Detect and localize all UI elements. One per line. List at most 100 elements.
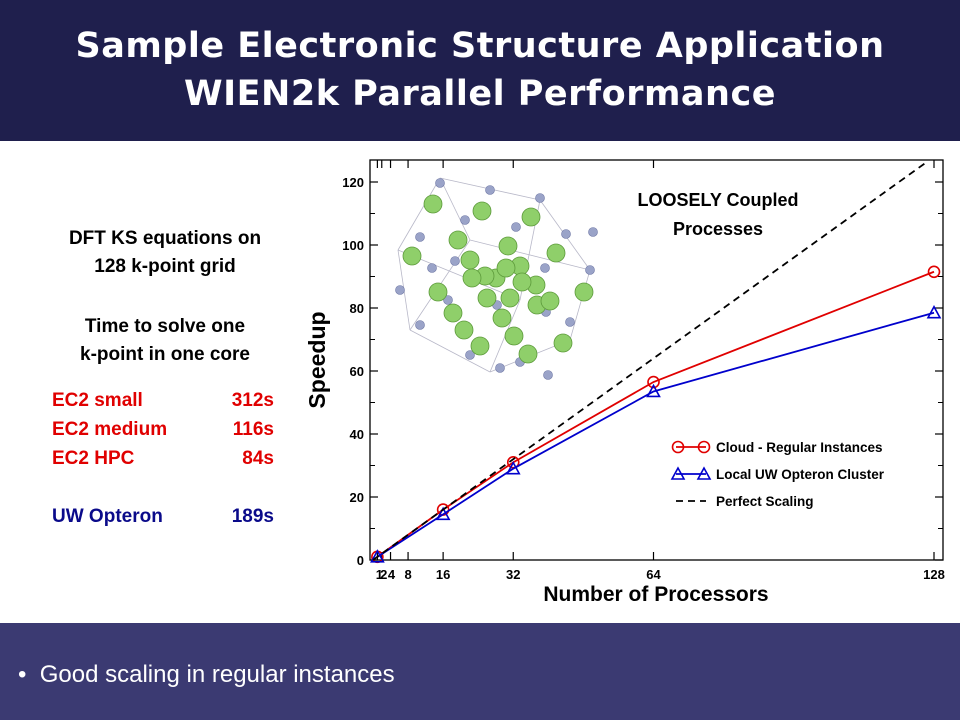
bullet-point: • Good scaling in regular instances bbox=[18, 661, 395, 689]
small-atom bbox=[460, 215, 470, 225]
dft-heading-line2: 128 k-point grid bbox=[94, 256, 236, 277]
large-atom bbox=[496, 258, 516, 278]
data-point bbox=[926, 305, 942, 319]
large-atom bbox=[443, 303, 463, 323]
y-tick-label: 100 bbox=[342, 238, 364, 253]
ec2-small-label: EC2 small bbox=[52, 390, 143, 411]
plot-frame bbox=[369, 159, 944, 561]
y-tick-label: 40 bbox=[350, 427, 364, 442]
ec2-medium-value: 116s bbox=[232, 419, 274, 440]
data-point bbox=[671, 440, 685, 454]
data-point bbox=[647, 375, 660, 389]
y-tick-label: 0 bbox=[357, 553, 364, 568]
small-atom bbox=[540, 263, 550, 273]
small-atom bbox=[435, 178, 445, 188]
axis-ticks: 0 20 40 60 80 100 120 12 4 8 16 32 64 128 bbox=[342, 160, 945, 582]
large-atom bbox=[574, 282, 594, 302]
x-tick-label: 128 bbox=[923, 567, 945, 582]
large-atom bbox=[477, 288, 497, 308]
data-point bbox=[670, 466, 686, 480]
y-tick-label: 20 bbox=[350, 490, 364, 505]
large-atom bbox=[500, 288, 520, 308]
small-atom bbox=[511, 222, 521, 232]
data-point bbox=[697, 440, 711, 454]
x-tick-label: 2 bbox=[380, 567, 387, 582]
bullet-dot: • bbox=[18, 661, 40, 688]
x-tick-label: 8 bbox=[404, 567, 411, 582]
large-atom bbox=[472, 201, 492, 221]
uw-opteron-value: 189s bbox=[231, 506, 274, 527]
small-atom bbox=[395, 285, 405, 295]
data-point bbox=[646, 383, 661, 398]
y-axis-title: Speedup bbox=[304, 311, 330, 408]
annotation-line2: Processes bbox=[673, 219, 763, 239]
small-atom bbox=[565, 317, 575, 327]
data-point bbox=[696, 466, 712, 480]
bullet-text: Good scaling in regular instances bbox=[39, 661, 395, 688]
small-atom bbox=[415, 320, 425, 330]
ec2-hpc-value: 84s bbox=[242, 448, 274, 469]
large-atom bbox=[492, 308, 512, 328]
small-atom bbox=[495, 363, 505, 373]
legend-label: Cloud - Regular Instances bbox=[716, 440, 883, 455]
large-atom bbox=[546, 243, 566, 263]
title-bar: Sample Electronic Structure Application … bbox=[0, 0, 960, 141]
x-axis-title: Number of Processors bbox=[543, 583, 768, 606]
large-atom bbox=[521, 207, 541, 227]
large-atom bbox=[504, 326, 524, 346]
slide-title-line2: WIEN2k Parallel Performance bbox=[184, 74, 776, 114]
x-tick-label: 4 bbox=[388, 567, 396, 582]
data-point bbox=[927, 265, 941, 279]
large-atom bbox=[428, 282, 448, 302]
small-atom bbox=[443, 295, 453, 305]
series-line bbox=[372, 161, 928, 561]
ec2-medium-label: EC2 medium bbox=[52, 419, 168, 440]
footer-bar bbox=[0, 623, 960, 720]
small-atom bbox=[585, 265, 595, 275]
large-atom bbox=[470, 336, 490, 356]
series-line bbox=[376, 311, 935, 558]
small-atom bbox=[561, 229, 571, 239]
large-atom bbox=[540, 291, 560, 311]
data-point bbox=[370, 549, 385, 563]
x-tick-label: 1 bbox=[376, 567, 383, 582]
large-atom bbox=[460, 250, 480, 270]
large-atom bbox=[423, 194, 443, 214]
small-atom bbox=[427, 263, 437, 273]
small-atom bbox=[485, 185, 495, 195]
y-tick-label: 120 bbox=[342, 175, 364, 190]
x-tick-label: 16 bbox=[436, 567, 450, 582]
small-atom bbox=[450, 256, 460, 266]
small-atom bbox=[465, 350, 475, 360]
ec2-hpc-label: EC2 HPC bbox=[52, 448, 135, 469]
large-atom bbox=[512, 272, 532, 292]
x-tick-label: 64 bbox=[646, 567, 661, 582]
large-atom bbox=[498, 236, 518, 256]
time-heading-line2: k-point in one core bbox=[80, 344, 250, 365]
data-point bbox=[435, 506, 451, 521]
small-atom bbox=[415, 232, 425, 242]
large-atom bbox=[402, 246, 422, 266]
large-atom bbox=[462, 268, 482, 288]
series-layer bbox=[370, 161, 942, 564]
y-tick-label: 80 bbox=[350, 301, 364, 316]
large-atom bbox=[448, 230, 468, 250]
large-atom bbox=[518, 344, 538, 364]
slide-title-line1: Sample Electronic Structure Application bbox=[75, 26, 885, 66]
large-atom bbox=[553, 333, 573, 353]
crystal-structure-image bbox=[395, 177, 598, 380]
legend-label: Local UW Opteron Cluster bbox=[716, 467, 885, 482]
data-point bbox=[505, 460, 521, 475]
large-atom bbox=[454, 320, 474, 340]
x-tick-label: 32 bbox=[506, 567, 520, 582]
chart-legend: Cloud - Regular Instances Local UW Optero… bbox=[670, 440, 885, 509]
dft-heading-line1: DFT KS equations on bbox=[68, 228, 262, 249]
y-tick-label: 60 bbox=[350, 364, 364, 379]
annotation-line1: LOOSELY Coupled bbox=[637, 190, 798, 210]
uw-opteron-label: UW Opteron bbox=[52, 506, 163, 527]
legend-label: Perfect Scaling bbox=[716, 494, 814, 509]
small-atom bbox=[535, 193, 545, 203]
time-heading-line1: Time to solve one bbox=[84, 316, 246, 337]
small-atom bbox=[543, 370, 553, 380]
